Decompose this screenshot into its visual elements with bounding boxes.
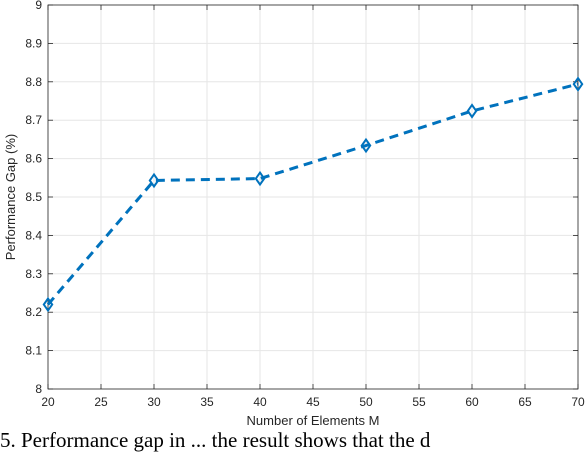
x-tick-label: 45 [306,395,320,409]
x-tick-label: 30 [147,395,161,409]
x-tick-label: 60 [465,395,479,409]
data-point-marker [466,103,478,119]
y-tick-label: 8.9 [25,36,42,50]
performance-gap-chart: 20 25 30 35 40 45 50 55 60 65 70 8 8.1 8.2 8.3 8.4 8.5 8.… [3,0,585,428]
x-tick-label: 35 [200,395,214,409]
x-tick-label: 70 [571,395,585,409]
data-point-marker [360,137,372,154]
y-tick-label: 8.1 [25,344,42,358]
data-point-marker [42,296,54,313]
x-axis-ticks: 20 25 30 35 40 45 50 55 60 65 70 [41,5,585,409]
y-tick-label: 8.3 [25,267,42,281]
x-tick-label: 50 [359,395,373,409]
y-axis-label: Performance Gap (%) [3,134,18,260]
x-axis-label: Number of Elements M [247,413,380,428]
y-axis-ticks: 8 8.1 8.2 8.3 8.4 8.5 8.6 8.7 8.8 8.9 9 [25,0,578,396]
y-tick-label: 9 [35,0,42,12]
x-tick-label: 20 [41,395,55,409]
y-tick-label: 8.6 [25,152,42,166]
data-point-marker [148,172,160,189]
x-tick-label: 65 [518,395,532,409]
figure-caption: 5. Performance gap in ... the result sho… [0,428,431,452]
x-tick-label: 25 [94,395,108,409]
x-tick-label: 55 [412,395,426,409]
y-tick-label: 8.8 [25,75,42,89]
x-tick-label: 40 [253,395,267,409]
series-line [46,82,579,306]
y-tick-label: 8.2 [25,305,42,319]
y-tick-label: 8.5 [25,190,42,204]
data-point-marker [572,76,584,92]
data-point-marker [254,170,266,187]
y-tick-label: 8 [35,382,42,396]
series-line-group [42,76,584,313]
y-tick-label: 8.4 [25,228,42,242]
y-tick-label: 8.7 [25,113,42,127]
